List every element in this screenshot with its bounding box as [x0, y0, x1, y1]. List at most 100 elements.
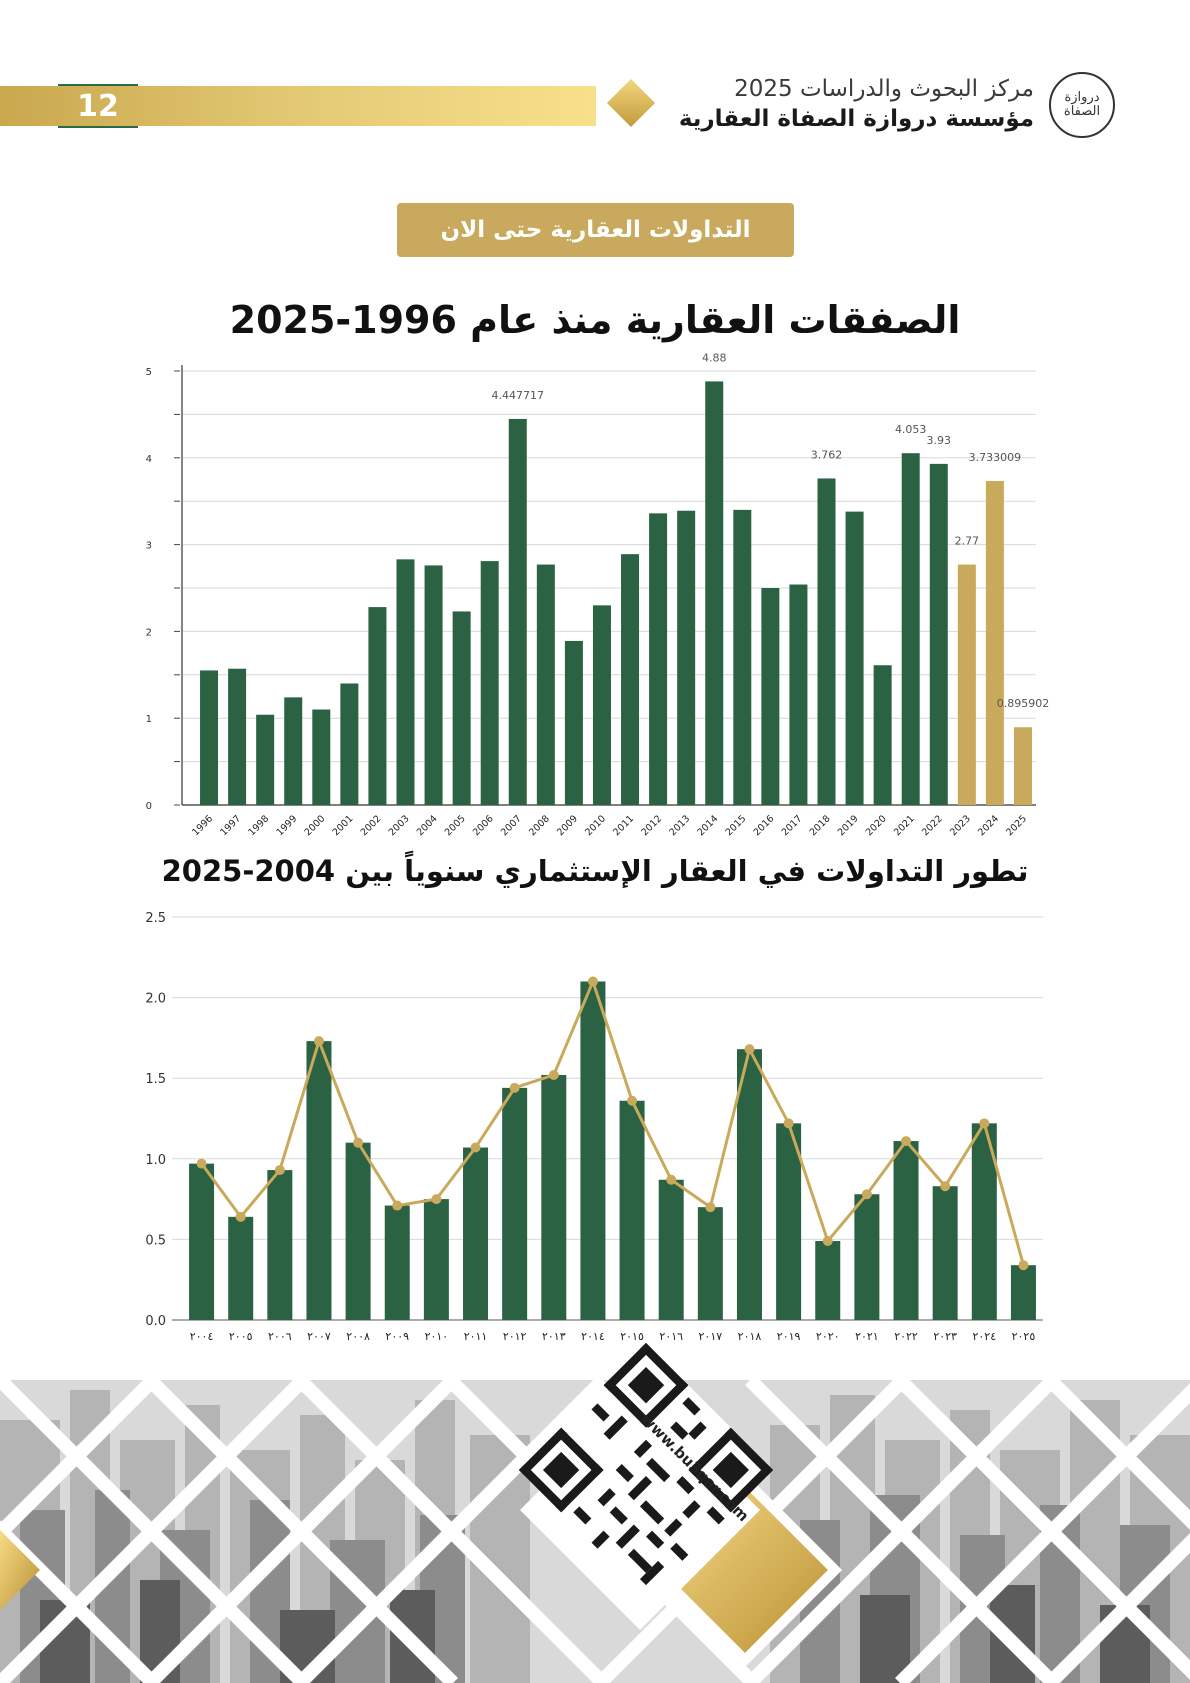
x-tick-label: ٢٠٢٤ [972, 1330, 996, 1343]
x-tick-label: 2019 [836, 813, 861, 838]
y-tick-label: 1.5 [145, 1072, 166, 1087]
x-tick-label: ٢٠١٢ [503, 1330, 527, 1343]
x-tick-label: 2003 [387, 813, 412, 838]
line-point [353, 1137, 364, 1148]
bar [508, 418, 527, 805]
x-tick-label: ٢٠٢٢ [894, 1330, 918, 1343]
x-tick-label: 1999 [274, 813, 299, 838]
x-tick-label: ٢٠٠٩ [385, 1330, 409, 1343]
bar [564, 640, 583, 805]
bar [1010, 1265, 1036, 1320]
bar [677, 510, 696, 805]
bar [502, 1087, 528, 1320]
bar [873, 665, 892, 805]
org-line-1: مركز البحوث والدراسات 2025 [734, 76, 1034, 102]
line-point [822, 1236, 833, 1247]
x-tick-label: ٢٠٢٣ [933, 1330, 957, 1343]
y-tick-label: 0.0 [145, 1314, 166, 1329]
x-tick-label: 2002 [359, 813, 384, 838]
x-tick-label: ٢٠١٠ [425, 1330, 449, 1343]
data-label: 3.733009 [969, 451, 1022, 464]
bar [697, 1207, 723, 1320]
bar [536, 564, 555, 805]
bar [845, 511, 864, 805]
footer-skyline [0, 1380, 1190, 1683]
page-number: 12 [77, 88, 119, 124]
x-tick-label: 2001 [331, 813, 356, 838]
line-point [666, 1174, 677, 1185]
bar [396, 559, 415, 805]
bar [267, 1170, 293, 1320]
bar [789, 584, 808, 805]
bar [463, 1147, 489, 1320]
x-tick-label: 2009 [555, 813, 580, 838]
data-label: 3.762 [811, 448, 843, 461]
section-banner: التداولات العقارية حتى الان [397, 203, 794, 257]
line-point [979, 1118, 990, 1129]
bar [621, 554, 640, 805]
bar [705, 381, 724, 805]
x-tick-label: 2017 [780, 813, 805, 838]
x-tick-label: 1996 [190, 813, 215, 838]
x-tick-label: ٢٠١١ [464, 1330, 488, 1343]
data-label: 4.447717 [492, 389, 545, 402]
bar [854, 1194, 880, 1320]
data-label: 2.77 [955, 535, 980, 548]
x-tick-label: ٢٠٠٤ [190, 1330, 214, 1343]
chart-2-bar-line-chart: 0.0 0.5 1.0 1.5 2.0 2.5 ٢٠٠٤ ٢٠٠٥ ٢٠٠٦ ٢٠٠٧ ٢٠٠٨ ٢٠… [145, 911, 1043, 1343]
bar [957, 564, 976, 805]
bar [815, 1241, 841, 1320]
bar [284, 697, 303, 805]
x-tick-label: 2000 [303, 813, 328, 838]
x-tick-label: 2023 [948, 813, 973, 838]
chart-2-title: تطور التداولات في العقار الإستثماري سنوي… [161, 854, 1029, 888]
trend-line [200, 977, 1025, 1266]
bar [312, 709, 331, 805]
header-gold-bar [0, 86, 596, 126]
bar [733, 509, 752, 805]
x-tick-label: ٢٠٠٦ [268, 1330, 292, 1343]
x-tick-label: ٢٠١٤ [581, 1330, 605, 1343]
y-tick-label: 4 [146, 454, 152, 465]
bar [1013, 727, 1032, 805]
bar [901, 453, 920, 805]
line-point [705, 1202, 716, 1213]
bar [480, 561, 499, 805]
skyline-pattern [0, 1380, 1190, 1683]
x-tick-label: 2025 [1004, 813, 1029, 838]
x-tick-label: 2024 [976, 813, 1001, 838]
x-tick-label: 2005 [443, 813, 468, 838]
logo-lettering: دروازة الصفاة [1063, 90, 1101, 119]
x-tick-label: ٢٠١٦ [659, 1330, 683, 1343]
line-point [431, 1194, 442, 1205]
y-tick-label: 2.5 [145, 911, 166, 926]
x-tick-label: ٢٠١٧ [699, 1330, 723, 1343]
line-point [392, 1200, 403, 1211]
header-diamond-icon [606, 78, 656, 128]
x-tick-label: 2015 [724, 813, 749, 838]
bar [306, 1041, 332, 1320]
page-number-box: 12 [58, 84, 138, 128]
bar [423, 1199, 449, 1320]
x-tick-label: ٢٠٠٥ [229, 1330, 253, 1343]
line-point [627, 1095, 638, 1106]
bar [817, 478, 836, 805]
x-tick-label: 2006 [471, 813, 496, 838]
y-tick-label: 2 [146, 627, 152, 638]
line-point [901, 1136, 912, 1147]
bar [580, 981, 606, 1320]
line-point [470, 1142, 481, 1153]
bar [200, 670, 219, 805]
line-point [744, 1044, 755, 1055]
x-tick-label: ٢٠٠٨ [346, 1330, 370, 1343]
x-tick-label: 2018 [808, 813, 833, 838]
organization-name: مركز البحوث والدراسات 2025 مؤسسة دروازة … [679, 74, 1034, 134]
x-tick-label: 2011 [611, 813, 636, 838]
line-point [1018, 1260, 1029, 1271]
line-point [587, 976, 598, 987]
line-point [509, 1082, 520, 1093]
qr-code-icon[interactable] [518, 1342, 774, 1598]
bar [541, 1074, 567, 1320]
data-label: 0.895902 [997, 697, 1050, 710]
